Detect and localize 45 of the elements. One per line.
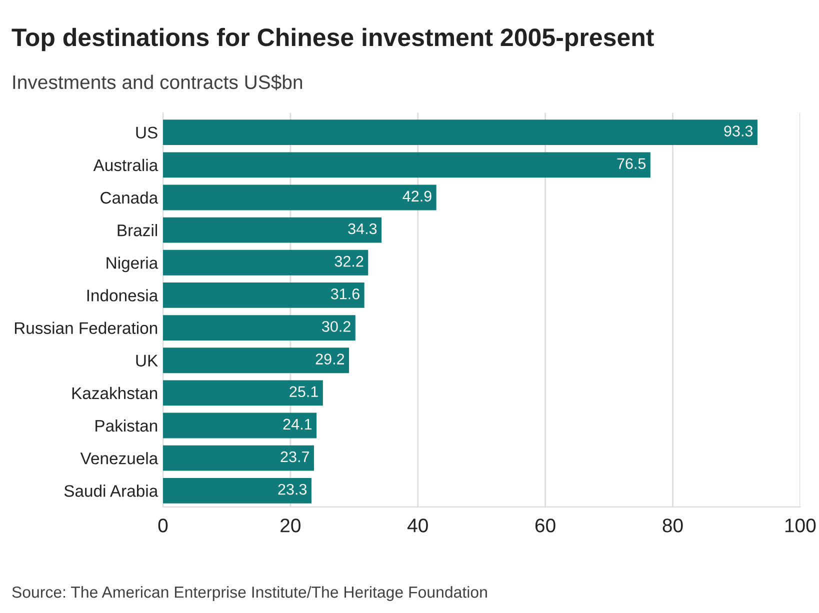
bar [162, 348, 350, 374]
bar [162, 282, 364, 308]
x-tick-label: 0 [158, 518, 168, 532]
data-label: 76.5 [617, 158, 646, 170]
y-tick-label: Russian Federation [14, 322, 158, 334]
data-label: 34.3 [348, 223, 377, 234]
data-label: 30.2 [322, 321, 350, 332]
x-tick-label: 60 [535, 518, 556, 532]
y-tick-label: Brazil [118, 224, 158, 236]
data-label: 32.2 [334, 256, 364, 267]
x-tick-label: 80 [662, 518, 683, 532]
data-label: 25.1 [290, 386, 318, 398]
x-tick-label: 20 [280, 518, 300, 532]
y-tick-label: Venezuela [80, 452, 158, 464]
bar [162, 478, 312, 504]
data-label: 31.6 [330, 288, 360, 300]
y-tick-label: Australia [93, 158, 158, 172]
bar [162, 315, 356, 340]
bar [162, 152, 650, 178]
y-tick-label: Indonesia [87, 289, 158, 302]
y-tick-label: Kazakhstan [72, 386, 158, 400]
bar [162, 217, 382, 243]
bar [162, 120, 758, 146]
data-label: 23.7 [280, 451, 309, 462]
x-tick-label: 100 [785, 518, 816, 532]
data-label: 23.3 [278, 484, 307, 495]
bar [162, 412, 317, 438]
chart-subtitle: Investments and contracts US$bn [13, 74, 302, 90]
y-tick-label: Nigeria [106, 256, 158, 272]
source-note: Source: The American Enterprise Institute/The Heritage Foundation [12, 586, 487, 601]
data-label: 42.9 [402, 190, 432, 202]
data-label: 93.3 [724, 126, 753, 136]
x-tick-label: 40 [407, 518, 428, 532]
bar [162, 445, 314, 471]
y-tick-label: Pakistan [96, 419, 158, 432]
y-tick-label: UK [136, 354, 158, 367]
y-tick-label: US [136, 126, 158, 139]
bar [162, 250, 368, 276]
chart-title: Top destinations for Chinese investment 2005-present [12, 28, 654, 52]
y-tick-label: Canada [100, 191, 158, 204]
y-tick-label: Saudi Arabia [64, 484, 158, 497]
data-label: 24.1 [283, 418, 312, 430]
bar [162, 380, 323, 406]
bar [162, 184, 436, 210]
data-label: 29.2 [316, 354, 344, 364]
